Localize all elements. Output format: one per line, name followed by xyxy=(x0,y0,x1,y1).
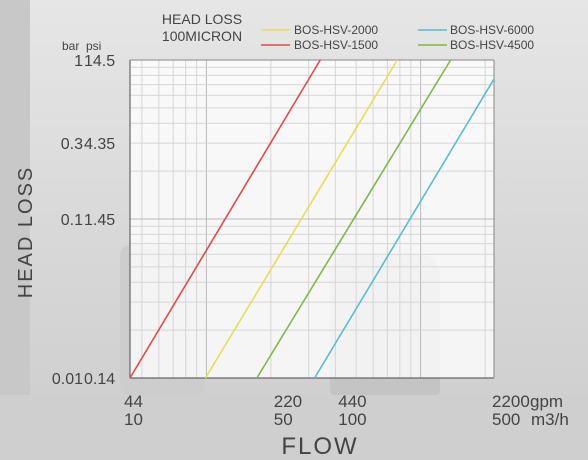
legend-label-bos-hsv-1500: BOS-HSV-1500 xyxy=(294,38,378,52)
y-tick-label-bar: 0.01 xyxy=(52,371,83,388)
legend-label-bos-hsv-4500: BOS-HSV-4500 xyxy=(450,38,534,52)
x-unit-gpm: gpm xyxy=(530,392,563,411)
y-tick-label-psi: 1.45 xyxy=(84,212,115,229)
y-tick-label-psi: 14.5 xyxy=(84,53,115,70)
x-tick-label-m3h: 100 xyxy=(338,410,366,429)
y-unit-bar: bar xyxy=(62,39,79,53)
x-tick-label-gpm: 220 xyxy=(274,392,302,411)
series-line-bos-hsv-2000 xyxy=(204,59,398,379)
x-tick-label-m3h: 10 xyxy=(124,410,143,429)
x-tick-label-gpm: 440 xyxy=(338,392,366,411)
legend-label-bos-hsv-2000: BOS-HSV-2000 xyxy=(294,23,378,37)
y-axis-label: HEAD LOSS xyxy=(15,166,37,298)
legend: BOS-HSV-2000 BOS-HSV-6000 BOS-HSV-1500 B… xyxy=(261,23,534,52)
series-lines xyxy=(129,59,495,379)
y-tick-label-psi: 0.14 xyxy=(84,371,115,388)
legend-label-bos-hsv-6000: BOS-HSV-6000 xyxy=(450,23,534,37)
y-unit-psi: psi xyxy=(86,39,101,53)
series-line-bos-hsv-6000 xyxy=(313,78,495,379)
y-tick-label-psi: 4.35 xyxy=(84,136,115,153)
x-tick-label-m3h: 50 xyxy=(274,410,293,429)
x-tick-label-gpm: 2200 xyxy=(492,392,530,411)
grid xyxy=(130,59,494,379)
background-floor xyxy=(0,395,588,460)
x-tick-label-m3h: 500 xyxy=(492,410,520,429)
y-tick-label-bar: 0.1 xyxy=(61,212,83,229)
x-tick-label-gpm: 44 xyxy=(124,392,143,411)
y-tick-label-bar: 1 xyxy=(74,53,83,70)
axes xyxy=(129,59,495,379)
x-axis-label: FLOW xyxy=(281,433,358,460)
x-unit-m3h: m3/h xyxy=(531,410,569,429)
background-left-strip xyxy=(0,0,30,460)
chart-title-line1: HEAD LOSS xyxy=(162,11,242,27)
y-tick-label-bar: 0.3 xyxy=(61,136,83,153)
series-line-bos-hsv-4500 xyxy=(256,59,452,379)
series-line-bos-hsv-1500 xyxy=(129,59,321,379)
chart-title-line2: 100MICRON xyxy=(162,28,242,44)
